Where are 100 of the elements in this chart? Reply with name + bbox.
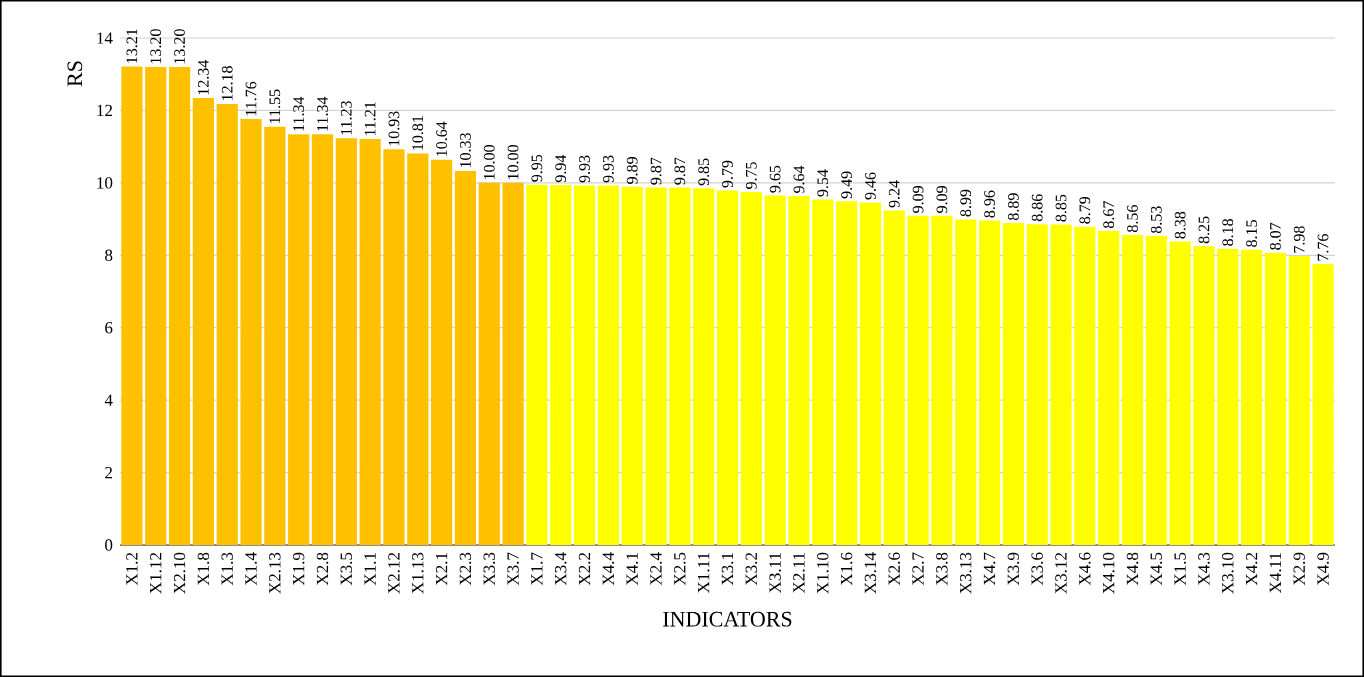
- bar: [955, 219, 977, 545]
- bar: [573, 185, 596, 545]
- data-label: 8.15: [1246, 220, 1258, 247]
- data-label: 8.53: [1150, 206, 1162, 234]
- data-label: 9.75: [745, 162, 757, 190]
- x-tick-label: X1.8: [197, 552, 210, 586]
- bar: [693, 188, 715, 545]
- data-label: 13.20: [174, 29, 185, 64]
- y-tick-label: 2: [105, 466, 112, 479]
- bar: [859, 202, 882, 545]
- bar: [431, 159, 453, 545]
- x-tick-label: X4.4: [602, 552, 615, 586]
- x-tick-label: X3.12: [1055, 553, 1067, 594]
- x-tick-label: X2.2: [578, 553, 591, 586]
- bar: [978, 220, 1001, 545]
- bar: [1098, 231, 1120, 545]
- bar: [1026, 224, 1048, 545]
- x-tick-label: X2.12: [388, 553, 400, 594]
- bar: [145, 66, 167, 545]
- data-label: 13.21: [126, 29, 138, 63]
- bar: [1312, 263, 1334, 545]
- bar: [526, 184, 548, 545]
- bar: [788, 195, 810, 545]
- bar: [478, 182, 500, 545]
- bar: [1193, 246, 1215, 545]
- x-tick-label: X1.10: [817, 552, 829, 594]
- data-label: 8.07: [1270, 222, 1281, 250]
- x-tick-label: X1.13: [412, 552, 424, 594]
- bar: [335, 138, 357, 545]
- x-tick-label: X4.11: [1269, 553, 1282, 594]
- x-tick-label: X2.3: [459, 552, 472, 586]
- data-label: 8.56: [1127, 205, 1138, 233]
- bar: [1050, 224, 1072, 545]
- data-label: 11.21: [364, 102, 376, 136]
- x-tick-label: X4.8: [1126, 552, 1139, 586]
- data-label: 9.79: [722, 160, 733, 188]
- x-tick-label: X2.13: [269, 552, 281, 594]
- bar: [502, 182, 524, 545]
- x-tick-label: X3.4: [554, 552, 567, 586]
- bar: [812, 199, 834, 545]
- bar: [1217, 248, 1239, 545]
- y-tick-label: 10: [97, 177, 113, 189]
- bar: [1145, 236, 1167, 545]
- data-label: 7.98: [1293, 226, 1305, 253]
- x-tick-label: X1.7: [531, 552, 543, 586]
- bar: [836, 201, 858, 545]
- x-tick-label: X4.7: [983, 552, 996, 586]
- bar: [907, 215, 929, 545]
- data-label: 13.20: [150, 29, 162, 64]
- x-tick-label: X3.7: [507, 552, 519, 586]
- data-label: 8.99: [960, 189, 972, 217]
- data-label: 8.25: [1198, 216, 1210, 244]
- data-label: 8.18: [1222, 218, 1234, 246]
- data-label: 9.93: [602, 155, 614, 183]
- bar: [1264, 252, 1287, 545]
- x-tick-label: X4.6: [1079, 552, 1091, 586]
- bar: [1121, 235, 1144, 545]
- x-tick-label: X2.7: [912, 552, 924, 586]
- data-label: 10.93: [388, 111, 400, 146]
- x-tick-label: X1.3: [221, 552, 233, 586]
- y-tick-label: 6: [105, 322, 113, 334]
- x-tick-label: X4.1: [626, 553, 638, 586]
- bar: [1002, 223, 1024, 545]
- bar: [550, 185, 572, 545]
- data-label: 9.94: [555, 154, 567, 183]
- bar: [288, 134, 310, 545]
- bar: [645, 187, 667, 545]
- data-label: 9.64: [793, 165, 805, 193]
- bar: [1074, 226, 1096, 545]
- x-tick-label: X1.11: [697, 553, 710, 594]
- x-tick-label: X2.9: [1293, 552, 1306, 586]
- x-tick-label: X4.3: [1198, 552, 1210, 586]
- y-tick-label: 12: [97, 104, 112, 117]
- data-label: 11.76: [245, 81, 257, 116]
- x-tick-label: X1.5: [1174, 552, 1186, 586]
- x-tick-label: X3.10: [1222, 552, 1234, 594]
- y-tick-label: 0: [105, 539, 113, 551]
- bar: [454, 170, 477, 545]
- bar: [121, 66, 143, 545]
- x-tick-label: X3.2: [745, 553, 758, 586]
- data-label: 8.38: [1174, 211, 1186, 239]
- y-axis-title: RS: [67, 61, 83, 87]
- data-label: 8.89: [1007, 193, 1019, 221]
- bar: [192, 98, 214, 545]
- bar: [931, 215, 953, 545]
- data-label: 8.85: [1055, 194, 1067, 222]
- x-tick-label: X3.9: [1007, 552, 1020, 586]
- x-tick-label: X4.5: [1150, 552, 1163, 586]
- data-label: 9.09: [912, 186, 924, 213]
- x-tick-label: X4.9: [1317, 552, 1329, 586]
- x-tick-label: X2.6: [888, 552, 901, 586]
- data-label: 11.34: [317, 96, 328, 131]
- data-label: 9.49: [841, 171, 853, 199]
- bar: [621, 186, 643, 545]
- bar: [311, 134, 334, 545]
- x-tick-label: X4.2: [1245, 553, 1258, 586]
- x-tick-label: X1.12: [149, 553, 162, 594]
- x-tick-label: X1.6: [840, 552, 853, 586]
- bar: [240, 119, 262, 545]
- data-label: 9.87: [650, 157, 662, 185]
